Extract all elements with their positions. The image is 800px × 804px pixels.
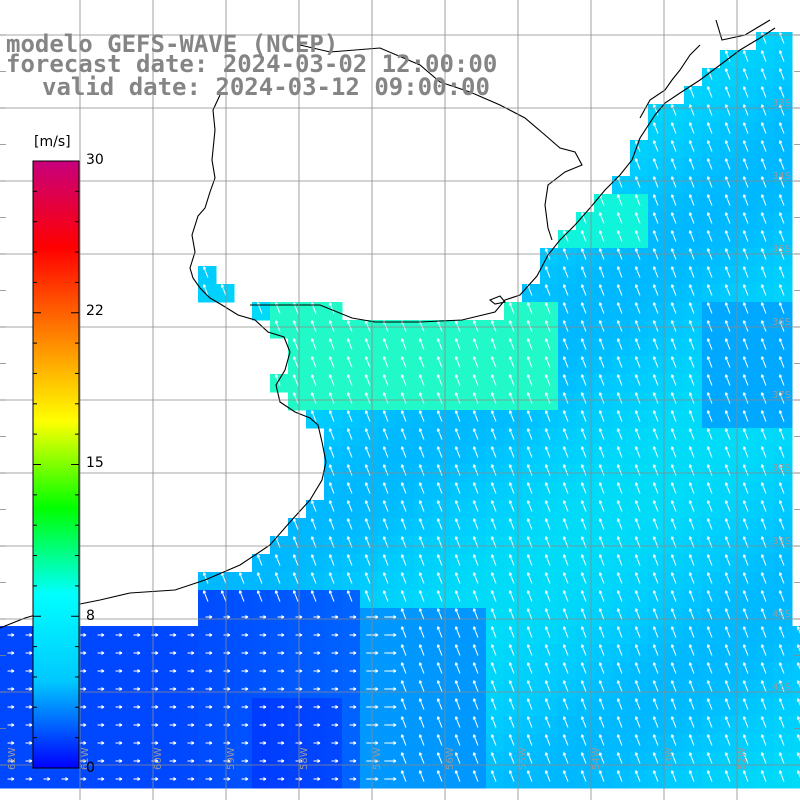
- longitude-label: 62W: [7, 747, 18, 770]
- longitude-label: 54W: [591, 747, 602, 770]
- colorbar-tick-label: 0: [86, 761, 95, 775]
- colorbar-tick-label: 22: [86, 304, 104, 318]
- latitude-label: 34S: [772, 171, 791, 182]
- latitude-label: 39S: [772, 536, 791, 547]
- latitude-label: 38S: [772, 463, 791, 474]
- latitude-label: 37S: [772, 390, 791, 401]
- longitude-label: 56W: [445, 747, 456, 770]
- longitude-label: 58W: [299, 747, 310, 770]
- longitude-label: 53W: [664, 747, 675, 770]
- latitude-label: 36S: [772, 317, 791, 328]
- latitude-label: 33S: [772, 98, 791, 109]
- longitude-label: 52W: [737, 747, 748, 770]
- longitude-label: 57W: [372, 747, 383, 770]
- longitude-label: 55W: [518, 747, 529, 770]
- colorbar-tick-label: 30: [86, 153, 104, 167]
- latitude-label: 40S: [772, 609, 791, 620]
- latitude-label: 35S: [772, 244, 791, 255]
- colorbar-tick-label: 15: [86, 456, 104, 470]
- colorbar-tick-label: 8: [86, 609, 95, 623]
- colorbar-unit: [m/s]: [34, 134, 71, 150]
- longitude-label: 59W: [226, 747, 237, 770]
- valid-date: valid date: 2024-03-12 09:00:00: [42, 75, 490, 99]
- latitude-label: 41S: [772, 682, 791, 693]
- longitude-label: 60W: [153, 747, 164, 770]
